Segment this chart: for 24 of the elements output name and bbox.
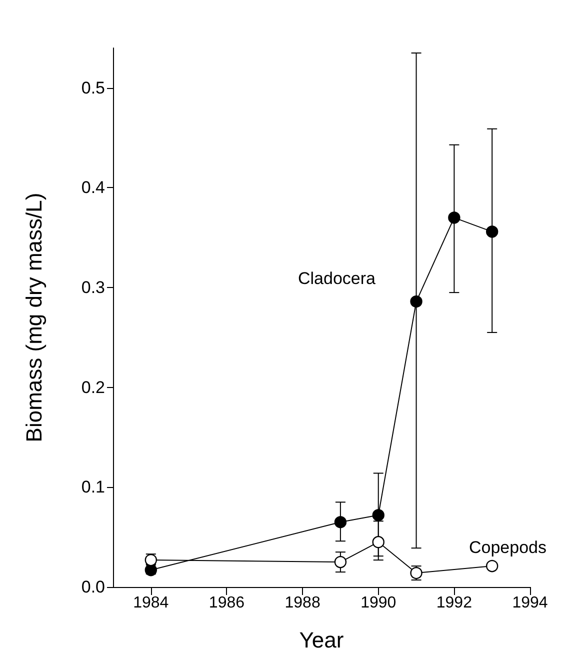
x-tick-label: 1986: [208, 594, 245, 612]
point: [334, 556, 347, 568]
point: [334, 516, 347, 528]
x-axis-title: Year: [299, 628, 344, 652]
y-tick-label: 0.4: [81, 178, 105, 198]
annotation: Cladocera: [298, 269, 376, 288]
y-tick-label: 0.1: [81, 478, 105, 497]
point: [486, 560, 498, 572]
y-tick-label: 0.3: [81, 278, 105, 298]
point: [410, 295, 422, 308]
point: [372, 536, 384, 548]
y-tick-label: 0.0: [81, 578, 105, 596]
y-axis-title: Biomass (mg dry mass/L): [22, 192, 46, 442]
point: [448, 212, 460, 224]
x-tick-label: 1992: [436, 594, 472, 612]
y-tick-label: 0.2: [81, 378, 105, 397]
annotation: Copepods: [469, 538, 547, 557]
x-tick-label: 1990: [360, 594, 396, 612]
x-tick-label: 1984: [133, 594, 169, 612]
point: [486, 226, 498, 238]
x-tick-label: 1988: [284, 594, 320, 612]
x-tick-label: 1994: [512, 594, 548, 612]
y-tick-label: 0.5: [81, 78, 105, 98]
point: [372, 509, 384, 522]
